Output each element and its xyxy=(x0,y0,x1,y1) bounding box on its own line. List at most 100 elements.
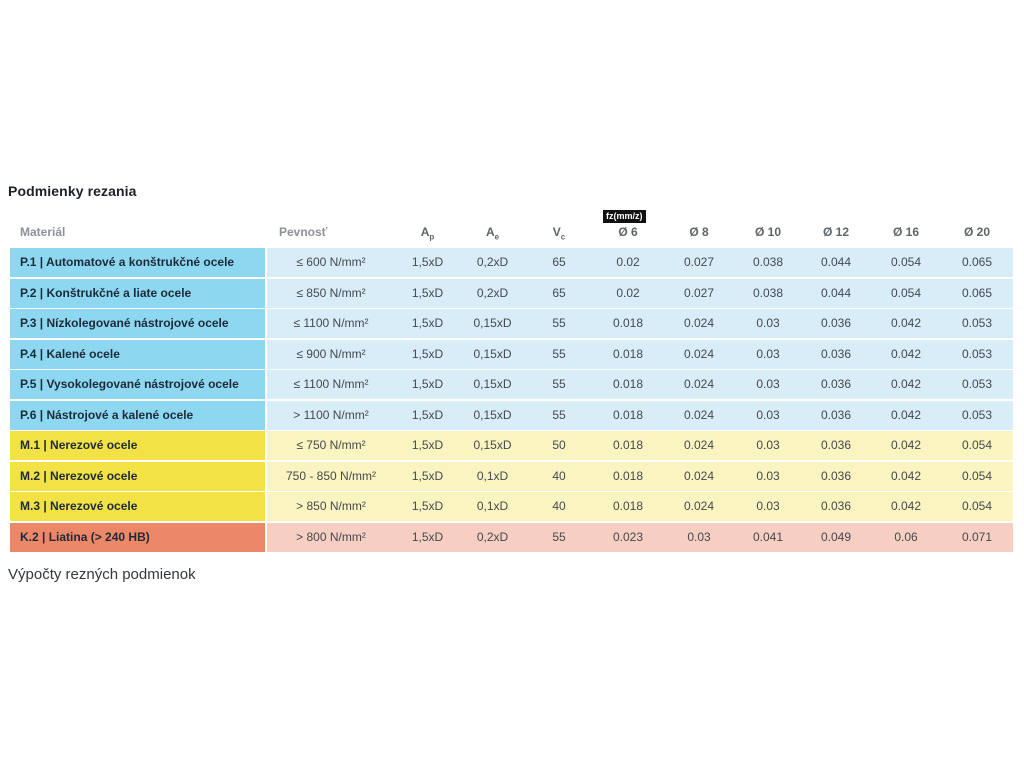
material-cell: P.5 | Vysokolegované nástrojové ocele xyxy=(10,370,265,399)
value-cell: 750 - 850 N/mm² xyxy=(285,468,377,483)
header-sub: p xyxy=(429,232,435,242)
value-cell: 1,5xD xyxy=(411,346,444,361)
value-cell: 0,2xD xyxy=(476,529,509,544)
value-cell: 0.027 xyxy=(683,285,715,300)
value-cell: 0.03 xyxy=(687,529,711,544)
value-cell: 0,15xD xyxy=(473,377,512,391)
value-cell: 0.03 xyxy=(756,438,780,452)
value-cell: 40 xyxy=(552,468,566,483)
value-cell: 0,2xD xyxy=(476,255,509,269)
value-cell: 0.03 xyxy=(756,316,780,330)
header-base: V xyxy=(552,225,561,239)
value-cell: 0.03 xyxy=(756,407,780,422)
material-cell: K.2 | Liatina (> 240 HB) xyxy=(10,522,265,552)
value-cell: 0.018 xyxy=(612,316,644,330)
row-data-band: > 1100 N/mm² 1,5xD 0,15xD 55 0.018 0.024 0.03 0… xyxy=(267,400,1013,430)
value-cell: 0,1xD xyxy=(476,499,509,513)
row-data-band: > 850 N/mm² 1,5xD 0,1xD 40 0.018 0.024 0.03 0.0… xyxy=(267,492,1013,521)
row-data-band: ≤ 900 N/mm² 1,5xD 0,15xD 55 0.018 0.024 0.03 0.… xyxy=(267,339,1013,369)
value-cell: 0.042 xyxy=(890,407,922,422)
value-cell: 0,15xD xyxy=(473,316,512,330)
value-cell: 40 xyxy=(552,499,566,513)
value-cell: 0.024 xyxy=(683,316,715,330)
value-cell: 0.042 xyxy=(890,499,922,513)
header-base: A xyxy=(485,225,495,239)
col-header-diameter-10: Ø 10 xyxy=(754,225,781,239)
table-row: K.2 | Liatina (> 240 HB) > 800 N/mm² 1,5x… xyxy=(10,522,1013,552)
value-cell: 0.053 xyxy=(961,346,993,361)
value-cell: 1,5xD xyxy=(411,255,444,269)
table-body: P.1 | Automatové a konštrukčné ocele ≤ 6… xyxy=(10,248,1013,553)
value-cell: > 1100 N/mm² xyxy=(293,407,369,422)
value-cell: ≤ 900 N/mm² xyxy=(296,346,366,361)
value-cell: ≤ 850 N/mm² xyxy=(296,285,366,300)
value-cell: 1,5xD xyxy=(411,499,444,513)
col-header-diameter-12: Ø 12 xyxy=(822,225,849,239)
value-cell: 0.053 xyxy=(961,316,993,330)
material-cell: P.1 | Automatové a konštrukčné ocele xyxy=(10,248,265,277)
value-cell: 0.018 xyxy=(612,438,644,452)
value-cell: 0.042 xyxy=(890,377,922,391)
fz-unit-badge: fz(mm/z) xyxy=(603,210,646,223)
value-cell: 0.053 xyxy=(961,377,993,391)
value-cell: 0.024 xyxy=(683,407,715,422)
value-cell: 0.018 xyxy=(612,377,644,391)
value-cell: 55 xyxy=(552,346,566,361)
col-header-ae: Ae xyxy=(460,222,525,242)
value-cell: 0.023 xyxy=(612,529,644,544)
value-cell: > 800 N/mm² xyxy=(296,529,366,544)
row-data-band: > 800 N/mm² 1,5xD 0,2xD 55 0.023 0.03 0.041 0.0… xyxy=(267,522,1013,552)
table-row: P.5 | Vysokolegované nástrojové ocele ≤ … xyxy=(10,370,1013,399)
material-cell: M.3 | Nerezové ocele xyxy=(10,492,265,521)
value-cell: 0.049 xyxy=(820,529,852,544)
value-cell: 0,15xD xyxy=(473,346,512,361)
value-cell: 0.041 xyxy=(752,529,784,544)
value-cell: 65 xyxy=(552,255,566,269)
value-cell: 1,5xD xyxy=(411,529,444,544)
material-cell: M.1 | Nerezové ocele xyxy=(10,431,265,460)
col-header-diameter-16: Ø 16 xyxy=(892,225,919,239)
value-cell: 0.036 xyxy=(820,468,852,483)
value-cell: 0.044 xyxy=(820,285,852,300)
material-cell: P.3 | Nízkolegované nástrojové ocele xyxy=(10,309,265,338)
table-row: M.3 | Nerezové ocele > 850 N/mm² 1,5xD 0,1… xyxy=(10,492,1013,521)
header-base: A xyxy=(420,225,430,239)
value-cell: 55 xyxy=(552,529,566,544)
table-row: P.2 | Konštrukčné a liate ocele ≤ 850 N/… xyxy=(10,278,1013,308)
col-header-vc: Vc xyxy=(525,222,593,242)
value-cell: 0.054 xyxy=(890,255,922,269)
value-cell: 1,5xD xyxy=(411,438,444,452)
value-cell: 0.054 xyxy=(961,438,993,452)
value-cell: 0.024 xyxy=(683,499,715,513)
value-cell: 0.054 xyxy=(961,468,993,483)
material-cell: P.4 | Kalené ocele xyxy=(10,339,265,369)
material-cell: P.6 | Nástrojové a kalené ocele xyxy=(10,400,265,430)
value-cell: 0.036 xyxy=(820,316,852,330)
value-cell: 55 xyxy=(552,407,566,422)
table-header-row: Materiál Pevnosť Ap Ae Vc fz(mm/z) Ø 6 Ø… xyxy=(10,210,1013,242)
section-heading: Výpočty rezných podmienok xyxy=(8,566,196,583)
row-data-band: ≤ 1100 N/mm² 1,5xD 0,15xD 55 0.018 0.024 0.03 0… xyxy=(267,370,1013,399)
value-cell: ≤ 600 N/mm² xyxy=(296,255,366,269)
value-cell: 1,5xD xyxy=(411,316,444,330)
col-header-ap: Ap xyxy=(395,222,460,242)
row-data-band: 750 - 850 N/mm² 1,5xD 0,1xD 40 0.018 0.024 0.0… xyxy=(267,461,1013,491)
value-cell: 0.054 xyxy=(890,285,922,300)
table-row: M.2 | Nerezové ocele 750 - 850 N/mm² 1,5x… xyxy=(10,461,1013,491)
value-cell: 55 xyxy=(552,377,566,391)
col-header-material: Materiál xyxy=(20,225,66,239)
col-header-diameter-20: Ø 20 xyxy=(963,225,990,239)
value-cell: 0,1xD xyxy=(476,468,509,483)
value-cell: 0.042 xyxy=(890,438,922,452)
value-cell: 0.042 xyxy=(890,468,922,483)
col-header-diameter-8: Ø 8 xyxy=(689,225,709,239)
value-cell: 0.071 xyxy=(961,529,993,544)
value-cell: 0.053 xyxy=(961,407,993,422)
value-cell: 0.024 xyxy=(683,468,715,483)
value-cell: 0.018 xyxy=(612,407,644,422)
value-cell: 0.036 xyxy=(820,407,852,422)
table-row: P.3 | Nízkolegované nástrojové ocele ≤ 1… xyxy=(10,309,1013,338)
material-cell: M.2 | Nerezové ocele xyxy=(10,461,265,491)
value-cell: 0.02 xyxy=(616,285,640,300)
value-cell: 0.036 xyxy=(820,499,852,513)
